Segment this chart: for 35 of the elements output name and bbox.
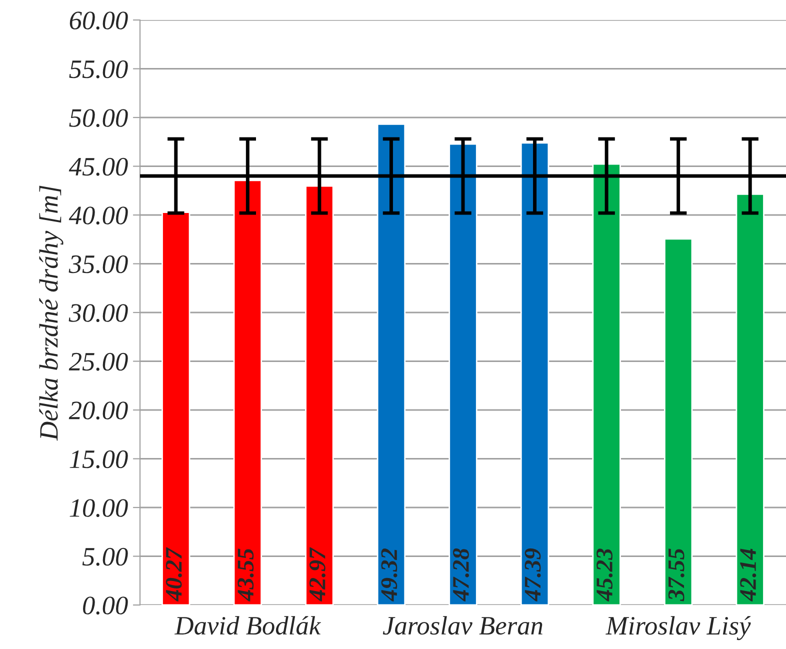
data-label: 45.23 [596,548,613,602]
x-tick-label: Miroslav Lisý [606,616,751,640]
y-tick-label: 30.00 [68,304,128,322]
y-tick-label: 50.00 [69,109,128,128]
y-tick-label: 35.00 [68,255,128,274]
y-tick-label: 25.00 [68,352,128,371]
bar [448,143,478,605]
data-label: 40.27 [166,547,182,602]
y-tick-label: 45.00 [68,158,128,176]
data-label: 47.39 [524,548,541,602]
y-tick-label: 20.00 [68,402,128,420]
y-tick-label: 55.00 [69,60,128,78]
y-tick-label: 5.00 [82,548,128,566]
data-label: 47.28 [452,548,470,602]
data-label: 42.14 [740,548,756,602]
y-tick-label: 15.00 [70,450,128,468]
x-tick-label: Jaroslav Beran [382,616,542,635]
y-tick-label: 40.00 [68,206,128,225]
data-label: 43.55 [238,548,254,602]
bar [664,238,693,605]
data-label: 37.55 [668,548,684,602]
y-tick-label: 10.00 [70,499,128,518]
y-axis-title: Délka brzdné dráhy [m] [39,186,64,441]
bar [520,142,550,605]
bar [162,212,190,605]
data-label: 42.97 [309,547,326,602]
y-tick-label: 60.00 [70,12,128,30]
bar [233,180,262,605]
bar [592,163,621,605]
y-tick-label: 0.00 [83,596,128,615]
bar [736,193,764,605]
bar [376,123,406,605]
data-label: 49.32 [381,548,398,602]
x-tick-label: David Bodlák [174,616,321,635]
bar [305,185,334,605]
